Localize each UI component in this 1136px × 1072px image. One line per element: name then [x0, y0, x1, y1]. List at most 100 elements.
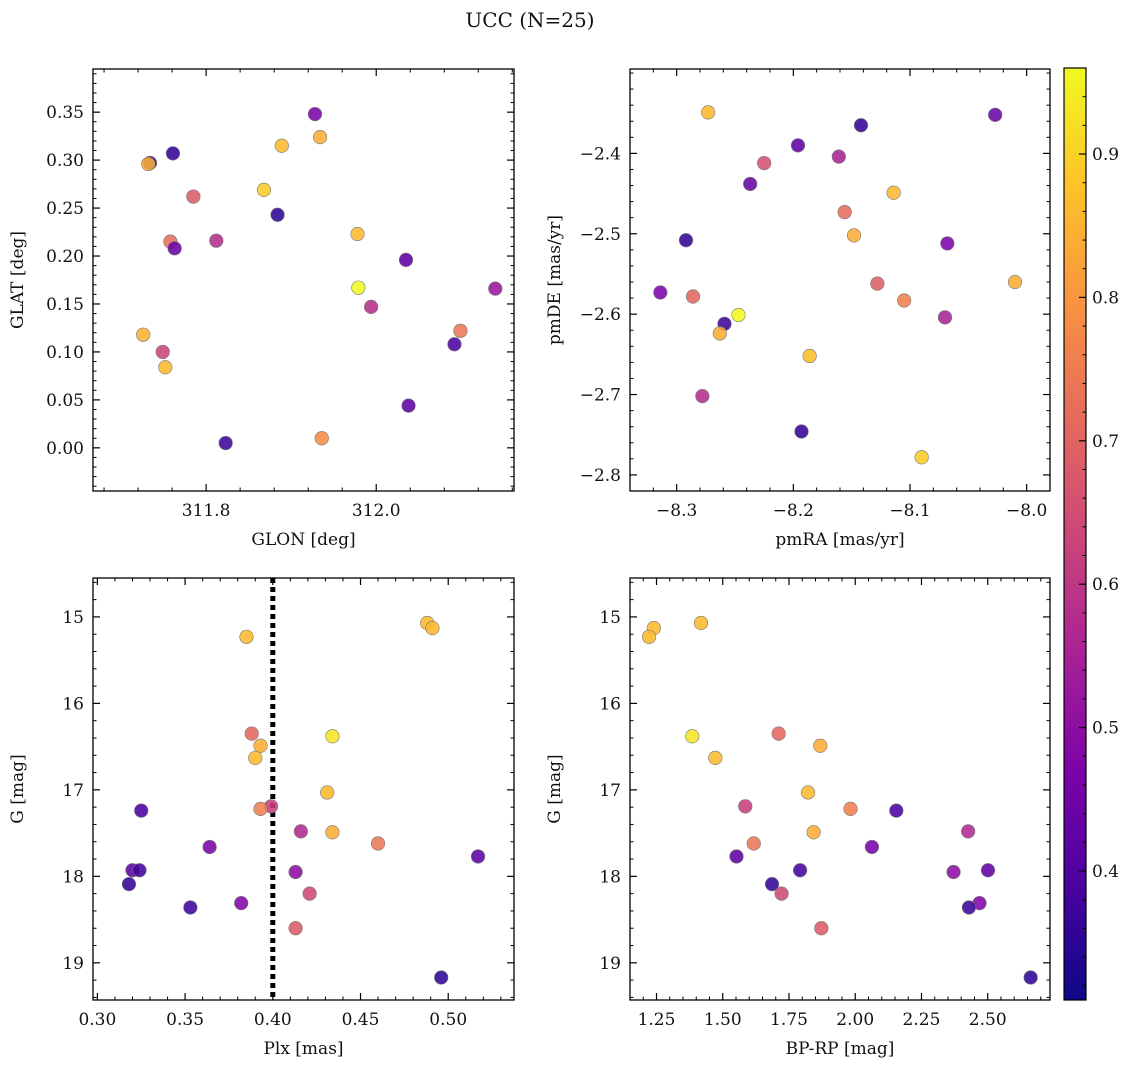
data-point	[202, 839, 217, 855]
panel-top-right: −8.3 −8.2 −8.1 −8.0 −2.8 −2.7 −2.6 −2.5 −2.4 pmRA…	[545, 68, 1051, 550]
data-point	[712, 326, 727, 341]
data-point	[831, 149, 846, 164]
y-tick-label: 15	[599, 608, 621, 628]
colorbar-tick-label: 0.8	[1092, 288, 1119, 308]
data-point	[988, 107, 1003, 122]
data-point	[746, 836, 761, 851]
y-tick-label: 0.10	[46, 343, 84, 363]
y-tick-label: 19	[599, 954, 621, 974]
data-point	[218, 435, 233, 451]
data-point	[940, 236, 955, 251]
panel-top-left: 311.8 312.0 0.00 0.05 0.10 0.15 0.20 0.25 0.30 0.…	[8, 68, 515, 550]
x-tick-label: 2.00	[836, 1010, 874, 1030]
data-point	[757, 155, 772, 171]
axes-frame	[629, 68, 1051, 492]
x-tick-label: −8.0	[1006, 501, 1047, 521]
data-point	[961, 900, 977, 915]
data-point	[401, 398, 416, 413]
y-axis-label: pmDE [mas/yr]	[545, 215, 565, 345]
data-point	[132, 863, 147, 878]
x-tick-label: 0.30	[78, 1010, 116, 1030]
data-point	[270, 207, 285, 222]
x-axis-label: GLON [deg]	[251, 530, 355, 550]
data-point	[708, 750, 723, 765]
y-axis-label: GLAT [deg]	[8, 231, 28, 329]
data-point	[813, 738, 828, 753]
data-point	[121, 877, 137, 892]
data-point	[234, 896, 249, 911]
data-point	[853, 118, 869, 133]
x-tick-label: 2.50	[969, 1010, 1007, 1030]
y-tick-label: −2.8	[580, 466, 621, 486]
data-point	[802, 348, 817, 364]
y-tick-label: 0.05	[46, 391, 84, 411]
y-tick-label: 19	[62, 954, 84, 974]
data-point	[1023, 970, 1038, 985]
data-point	[288, 864, 303, 880]
data-point	[800, 785, 816, 800]
data-point	[685, 729, 700, 744]
data-point	[447, 337, 462, 352]
data-point	[209, 233, 224, 248]
data-point	[731, 307, 746, 323]
panel-bottom-left: 0.30 0.35 0.40 0.45 0.50 15 16 17 18 19 Plx [mas] G…	[8, 577, 515, 1059]
data-point	[946, 864, 961, 880]
data-point	[806, 825, 821, 840]
x-tick-label: 0.50	[429, 1010, 467, 1030]
data-point	[889, 803, 904, 818]
y-tick-label: 0.00	[46, 439, 84, 459]
colorbar-gradient	[1063, 67, 1087, 1001]
y-tick-label: −2.5	[580, 225, 621, 245]
colorbar-tick-label: 0.4	[1092, 862, 1119, 882]
data-point	[320, 785, 335, 800]
y-tick-label: 18	[62, 867, 84, 887]
data-point	[738, 799, 753, 814]
x-tick-label: 312.0	[352, 501, 401, 521]
data-point	[325, 729, 340, 744]
y-tick-label: 16	[62, 694, 84, 714]
y-tick-label: −2.4	[580, 144, 621, 164]
colorbar-tick-label: 0.7	[1092, 432, 1119, 452]
data-point	[771, 726, 786, 741]
data-point	[864, 839, 880, 855]
data-point	[155, 344, 170, 360]
data-point	[695, 389, 710, 404]
colorbar-tick-label: 0.6	[1092, 575, 1119, 595]
y-axis-label: G [mag]	[8, 754, 28, 823]
data-point	[253, 801, 268, 816]
x-axis-label: Plx [mas]	[263, 1039, 343, 1059]
colorbar: 0.4 0.5 0.6 0.7 0.8 0.9	[1063, 67, 1119, 1001]
data-point	[244, 726, 259, 741]
x-tick-label: −8.2	[773, 501, 814, 521]
data-point	[488, 281, 503, 296]
data-point	[693, 615, 709, 631]
data-point	[794, 424, 809, 439]
data-point	[980, 863, 996, 878]
data-point	[274, 138, 289, 153]
x-tick-label: 1.25	[638, 1010, 676, 1030]
data-point	[425, 621, 440, 636]
data-point	[653, 285, 668, 300]
data-point	[183, 900, 198, 915]
y-tick-label: 0.20	[46, 247, 84, 267]
data-point	[1007, 274, 1023, 290]
data-point	[937, 310, 953, 325]
axes-frame	[629, 577, 1051, 1001]
x-tick-label: 0.45	[342, 1010, 380, 1030]
data-point	[453, 323, 468, 338]
y-tick-label: 15	[62, 608, 84, 628]
data-point	[685, 289, 701, 304]
data-point	[370, 836, 386, 851]
x-tick-label: 311.8	[182, 501, 231, 521]
x-tick-label: 2.25	[903, 1010, 941, 1030]
y-tick-label: 0.25	[46, 199, 84, 219]
data-point	[253, 738, 268, 753]
data-point	[302, 886, 317, 901]
data-point	[312, 129, 328, 145]
data-point	[186, 189, 201, 204]
data-point	[136, 327, 151, 342]
x-axis-label: BP-RP [mag]	[786, 1039, 895, 1059]
data-point	[434, 970, 449, 985]
data-point	[314, 431, 329, 446]
x-tick-label: 1.75	[770, 1010, 808, 1030]
